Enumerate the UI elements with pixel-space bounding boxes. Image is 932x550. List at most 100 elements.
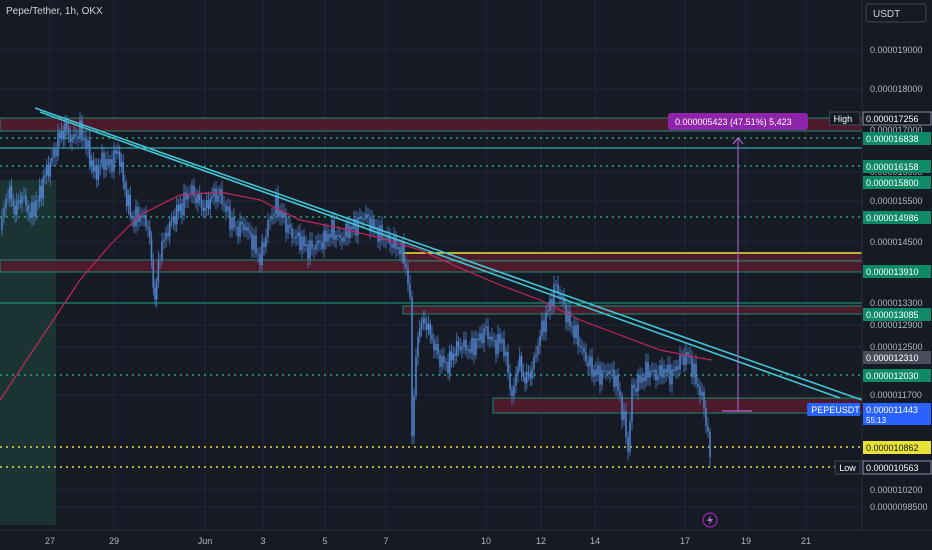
time-axis[interactable] (0, 530, 862, 550)
candle-body (317, 240, 319, 245)
candle-body (172, 216, 175, 222)
candle-body (125, 188, 128, 207)
candle-body (665, 368, 667, 373)
candle-body (143, 215, 145, 218)
supply-demand-zone (402, 305, 863, 315)
y-tick-label: 0.000017000 (870, 125, 923, 135)
candle-body (577, 325, 579, 346)
candle-body (667, 364, 669, 373)
candle-body (181, 203, 183, 216)
candle-body (417, 336, 419, 358)
candle-body (88, 140, 91, 166)
candle-body (141, 215, 143, 218)
x-tick-label: 17 (680, 536, 690, 546)
price-label-box (862, 111, 932, 126)
candle-body (291, 227, 293, 238)
price-tag-box (829, 111, 861, 126)
candle-body (341, 238, 343, 242)
candle-body (221, 189, 223, 204)
candle-body (243, 224, 245, 231)
candle-body (525, 372, 528, 384)
price-label: 0.000014986 (866, 213, 919, 223)
candle-body (409, 284, 411, 297)
candle-body (607, 371, 609, 375)
candle-body (429, 324, 432, 335)
supply-demand-zone (492, 397, 863, 414)
candle-body (139, 215, 141, 222)
price-label-box (863, 351, 931, 364)
candle-body (145, 215, 147, 227)
candle-body (403, 242, 405, 265)
candle-body (147, 226, 149, 229)
candle-body (51, 157, 53, 162)
price-label: 0.000016838 (866, 134, 919, 144)
candle-body (701, 391, 703, 396)
candle-body (133, 218, 135, 227)
candle-body (461, 347, 463, 350)
candle-body (94, 165, 96, 172)
candle-body (265, 236, 267, 248)
candle-body (669, 364, 671, 385)
candle-body (447, 362, 449, 374)
candle-body (473, 337, 475, 355)
candle-body (157, 259, 160, 283)
candle-body (35, 200, 37, 217)
candle-body (435, 343, 437, 351)
candle-body (493, 340, 495, 342)
candle-body (233, 217, 235, 227)
candle-body (319, 240, 321, 243)
candle-body (131, 215, 133, 219)
candle-body (21, 196, 23, 204)
candle-body (29, 212, 31, 218)
candle-body (163, 239, 165, 242)
trendlines[interactable] (34, 107, 863, 401)
lightning-icon[interactable] (702, 512, 718, 528)
candle-body (95, 165, 98, 180)
candle-body (227, 206, 229, 212)
candle-body (617, 375, 619, 391)
candle-body (591, 356, 593, 377)
candle-body (551, 299, 553, 307)
candle-body (365, 214, 367, 219)
candle-body (381, 224, 383, 240)
candle-body (605, 370, 607, 372)
candle-body (99, 164, 102, 167)
candle-body (202, 207, 205, 211)
candle-body (433, 339, 435, 351)
candle-body (335, 235, 337, 240)
candle-body (653, 369, 655, 372)
candle-body (73, 134, 75, 139)
candle-body (437, 343, 439, 355)
candle-body (513, 385, 515, 397)
candle-body (361, 218, 363, 220)
descending-trendline[interactable] (39, 111, 841, 399)
candle-body (107, 159, 109, 165)
candle-body (283, 212, 285, 219)
candle-body (343, 236, 345, 242)
candle-body (97, 166, 100, 180)
candle-body (27, 205, 29, 213)
candle-body (211, 196, 213, 199)
candle-body (168, 221, 171, 237)
candle-body (305, 244, 307, 247)
candle-body (467, 349, 469, 351)
x-tick-label: 12 (536, 536, 546, 546)
candle-body (349, 226, 351, 238)
candle-body (325, 230, 327, 242)
candle-body (198, 194, 201, 201)
highlight-zone (0, 180, 56, 525)
currency-button[interactable]: USDT (865, 3, 927, 23)
candle-body (418, 328, 421, 337)
candle-body (77, 136, 79, 139)
descending-trendline[interactable] (34, 107, 863, 401)
candle-body (281, 210, 283, 219)
candle-body (285, 212, 287, 233)
candle-body (60, 131, 63, 138)
candle-body (481, 333, 483, 343)
candle-body (5, 198, 7, 209)
candle-body (58, 132, 61, 138)
candle-body (241, 221, 243, 225)
measure-tool[interactable]: 0.000005423 (47.51%) 5,423 (668, 113, 808, 412)
candle-body (245, 227, 247, 231)
